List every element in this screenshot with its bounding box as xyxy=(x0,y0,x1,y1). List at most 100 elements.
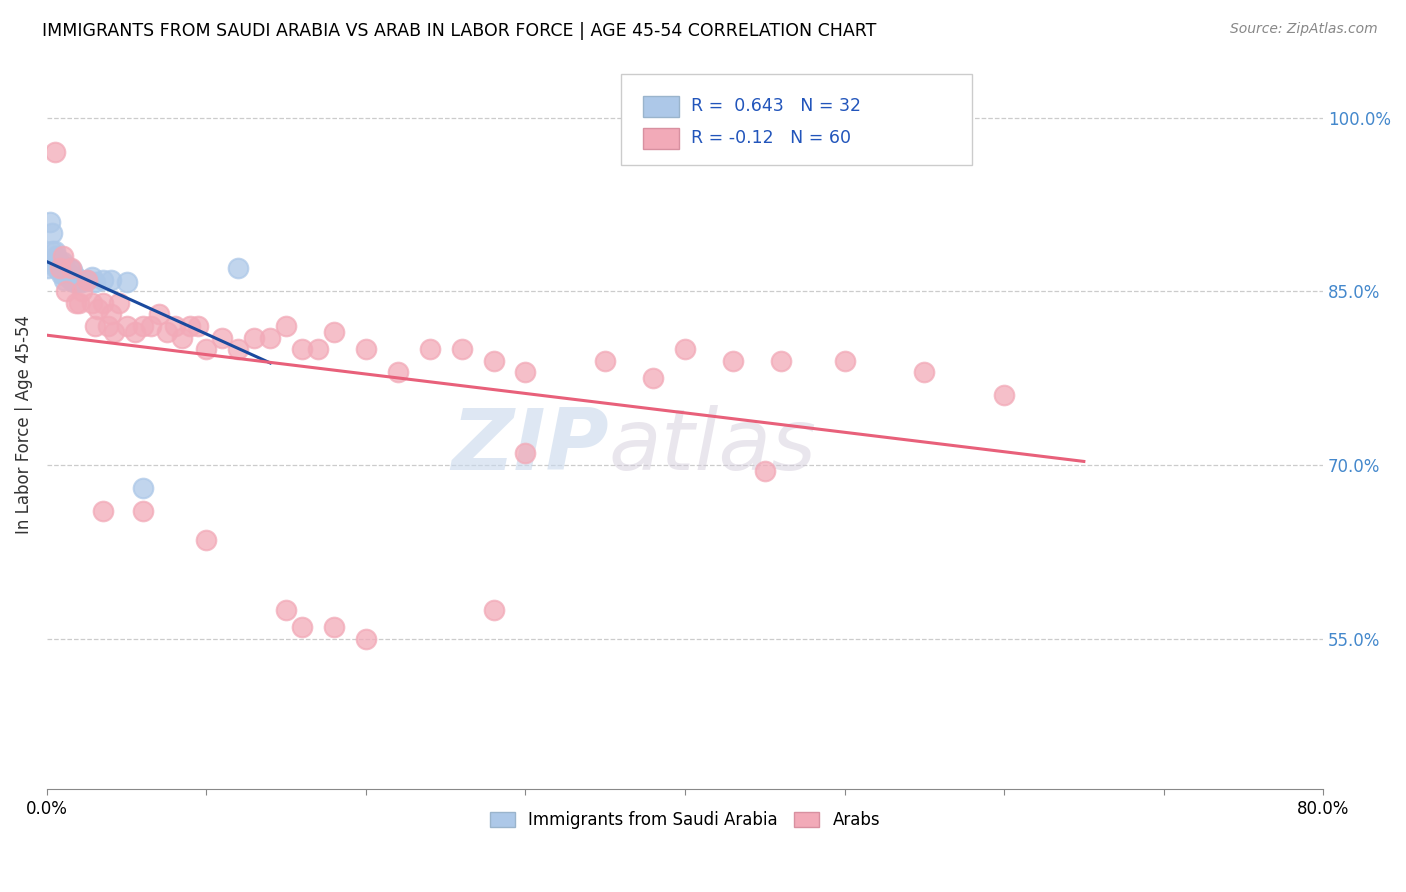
Y-axis label: In Labor Force | Age 45-54: In Labor Force | Age 45-54 xyxy=(15,315,32,534)
FancyBboxPatch shape xyxy=(621,74,972,165)
Point xyxy=(100,273,122,287)
Point xyxy=(59,273,82,287)
Point xyxy=(131,481,153,495)
Point xyxy=(52,267,75,281)
Text: Source: ZipAtlas.com: Source: ZipAtlas.com xyxy=(1230,22,1378,37)
Point xyxy=(76,273,98,287)
Point xyxy=(46,261,69,276)
Text: ZIP: ZIP xyxy=(451,405,609,488)
Point xyxy=(55,263,77,277)
Point xyxy=(172,330,194,344)
Point xyxy=(62,263,84,277)
Point xyxy=(52,250,75,264)
Point xyxy=(65,270,87,285)
Point xyxy=(276,603,298,617)
Point xyxy=(58,261,80,276)
Point xyxy=(55,284,77,298)
Point xyxy=(91,295,114,310)
Point xyxy=(56,270,79,285)
Point xyxy=(70,284,93,298)
Point xyxy=(211,330,233,344)
Point xyxy=(291,620,314,634)
Point xyxy=(482,603,505,617)
Point xyxy=(42,255,65,269)
Point xyxy=(70,275,93,289)
Point xyxy=(80,270,103,285)
Point xyxy=(48,261,70,276)
Point xyxy=(59,261,82,276)
Point xyxy=(96,318,118,333)
Point xyxy=(66,275,89,289)
Point xyxy=(721,353,744,368)
Point xyxy=(228,261,250,276)
Point xyxy=(100,307,122,321)
Point xyxy=(228,342,250,356)
Point xyxy=(107,295,129,310)
Point xyxy=(387,365,409,379)
Point xyxy=(419,342,441,356)
Point xyxy=(673,342,696,356)
Point xyxy=(76,273,98,287)
Point xyxy=(450,342,472,356)
Point xyxy=(41,227,63,241)
Point xyxy=(912,365,935,379)
Point xyxy=(37,261,59,276)
Point xyxy=(67,273,90,287)
Point xyxy=(44,244,66,258)
Point xyxy=(124,325,146,339)
Point xyxy=(91,504,114,518)
Point xyxy=(83,318,105,333)
Text: atlas: atlas xyxy=(609,405,817,488)
Bar xyxy=(643,96,679,117)
Point xyxy=(65,295,87,310)
Point xyxy=(834,353,856,368)
Legend: Immigrants from Saudi Arabia, Arabs: Immigrants from Saudi Arabia, Arabs xyxy=(484,805,887,836)
Point xyxy=(39,215,62,229)
Point xyxy=(148,307,170,321)
Point xyxy=(91,273,114,287)
Point xyxy=(155,325,177,339)
Text: R = -0.12   N = 60: R = -0.12 N = 60 xyxy=(692,128,852,146)
Point xyxy=(291,342,314,356)
Point xyxy=(276,318,298,333)
Point xyxy=(87,301,110,316)
Point xyxy=(48,255,70,269)
Point xyxy=(187,318,209,333)
Point xyxy=(131,504,153,518)
Point xyxy=(83,275,105,289)
Point xyxy=(131,318,153,333)
Point xyxy=(643,371,665,385)
Point xyxy=(243,330,266,344)
Point xyxy=(769,353,792,368)
Point xyxy=(354,632,377,646)
Point xyxy=(51,267,73,281)
Text: R =  0.643   N = 32: R = 0.643 N = 32 xyxy=(692,96,862,114)
Point xyxy=(354,342,377,356)
Bar xyxy=(643,128,679,149)
Point xyxy=(53,273,76,287)
Point xyxy=(45,261,67,276)
Point xyxy=(115,275,138,289)
Point xyxy=(515,446,537,460)
Point xyxy=(63,275,86,289)
Point xyxy=(41,244,63,258)
Point xyxy=(754,464,776,478)
Point xyxy=(307,342,329,356)
Point xyxy=(323,620,346,634)
Point xyxy=(115,318,138,333)
Point xyxy=(67,295,90,310)
Point xyxy=(103,325,125,339)
Point xyxy=(515,365,537,379)
Point xyxy=(993,388,1015,402)
Point xyxy=(259,330,281,344)
Point xyxy=(179,318,201,333)
Text: IMMIGRANTS FROM SAUDI ARABIA VS ARAB IN LABOR FORCE | AGE 45-54 CORRELATION CHAR: IMMIGRANTS FROM SAUDI ARABIA VS ARAB IN … xyxy=(42,22,876,40)
Point xyxy=(52,255,75,269)
Point xyxy=(163,318,186,333)
Point xyxy=(323,325,346,339)
Point xyxy=(195,342,218,356)
Point xyxy=(45,250,67,264)
Point xyxy=(44,145,66,160)
Point xyxy=(139,318,162,333)
Point xyxy=(195,533,218,548)
